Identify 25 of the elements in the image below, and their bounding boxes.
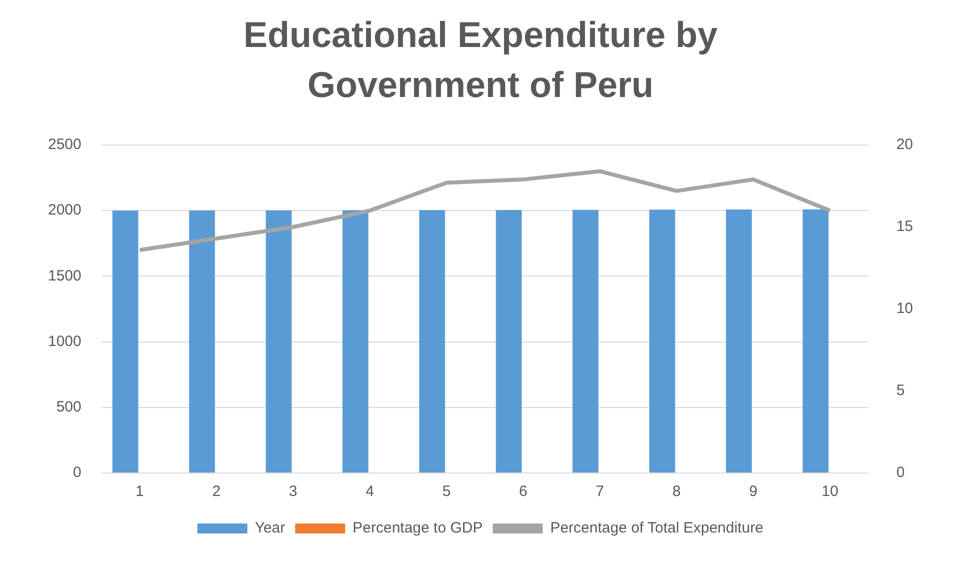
- y-tick-label: 1500: [48, 267, 82, 284]
- y-tick-label: 2000: [48, 202, 82, 219]
- legend-label: Percentage of Total Expenditure: [550, 520, 764, 537]
- chart-title: Educational Expenditure by Government of Peru: [242, 13, 719, 107]
- y2-tick-label: 0: [896, 464, 905, 482]
- y2-tick-label: 10: [896, 300, 914, 318]
- x-tick-label: 2: [212, 483, 221, 500]
- y2-tick-label: 5: [896, 382, 905, 400]
- x-tick-label: 9: [749, 483, 758, 500]
- y-tick-label: 1000: [48, 332, 82, 350]
- x-tick-label: 7: [596, 483, 604, 500]
- x-tick-label: 3: [288, 483, 298, 500]
- y2-tick-label: 20: [896, 136, 914, 154]
- x-tick-label: 1: [136, 483, 144, 500]
- x-tick-label: 8: [672, 483, 681, 500]
- x-tick-label: 5: [442, 483, 451, 500]
- x-tick-label: 4: [366, 483, 374, 500]
- y2-tick-label: 15: [896, 218, 914, 236]
- x-tick-label: 10: [822, 483, 838, 500]
- legend-label: Percentage to GDP: [352, 520, 483, 537]
- legend-label: Year: [254, 520, 286, 537]
- y-tick-label: 500: [56, 398, 82, 416]
- x-tick-label: 6: [519, 483, 528, 500]
- y-tick-label: 0: [73, 464, 82, 482]
- y-tick-label: 2500: [48, 136, 82, 154]
